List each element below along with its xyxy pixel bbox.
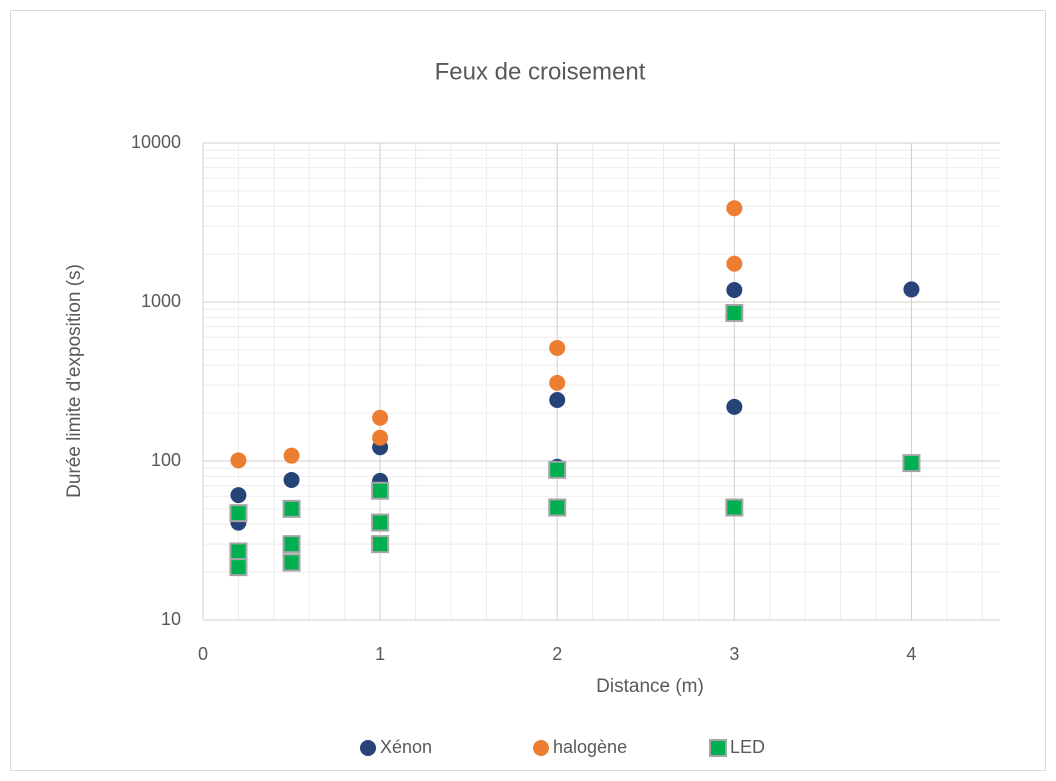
point (725, 303, 744, 322)
point (549, 374, 566, 391)
legend-marker (533, 740, 549, 756)
point (725, 498, 744, 517)
x-tick-label: 0 (198, 644, 208, 664)
point (282, 535, 301, 554)
x-tick-label: 4 (906, 644, 916, 664)
point (549, 339, 566, 356)
point (371, 513, 390, 532)
x-axis-label: Distance (m) (596, 676, 704, 697)
legend-label: halogène (553, 737, 627, 757)
point (726, 200, 743, 217)
point (726, 281, 743, 298)
chart-title: Feux de croisement (435, 58, 646, 85)
point (372, 429, 389, 446)
y-tick-label: 10 (161, 609, 181, 629)
point (726, 398, 743, 415)
point (371, 481, 390, 500)
x-tick-label: 2 (552, 644, 562, 664)
point (548, 498, 567, 517)
point (283, 447, 300, 464)
point (549, 391, 566, 408)
point (230, 452, 247, 469)
point (372, 409, 389, 426)
legend-marker (360, 740, 376, 756)
legend-label: Xénon (380, 737, 432, 757)
legend-marker (709, 739, 727, 757)
point (548, 460, 567, 479)
y-tick-label: 1000 (141, 291, 181, 311)
point (282, 553, 301, 572)
point (726, 255, 743, 272)
point (902, 454, 921, 473)
y-tick-label: 100 (151, 450, 181, 470)
y-axis-label: Durée limite d'exposition (s) (64, 264, 85, 498)
point (903, 281, 920, 298)
y-tick-label: 10000 (131, 132, 181, 152)
point (283, 471, 300, 488)
point (282, 499, 301, 518)
x-tick-label: 3 (729, 644, 739, 664)
point (229, 558, 248, 577)
legend-label: LED (730, 737, 765, 757)
point (229, 542, 248, 561)
x-tick-label: 1 (375, 644, 385, 664)
point (230, 487, 247, 504)
chart-border (10, 10, 1046, 771)
point (229, 504, 248, 523)
point (371, 535, 390, 554)
